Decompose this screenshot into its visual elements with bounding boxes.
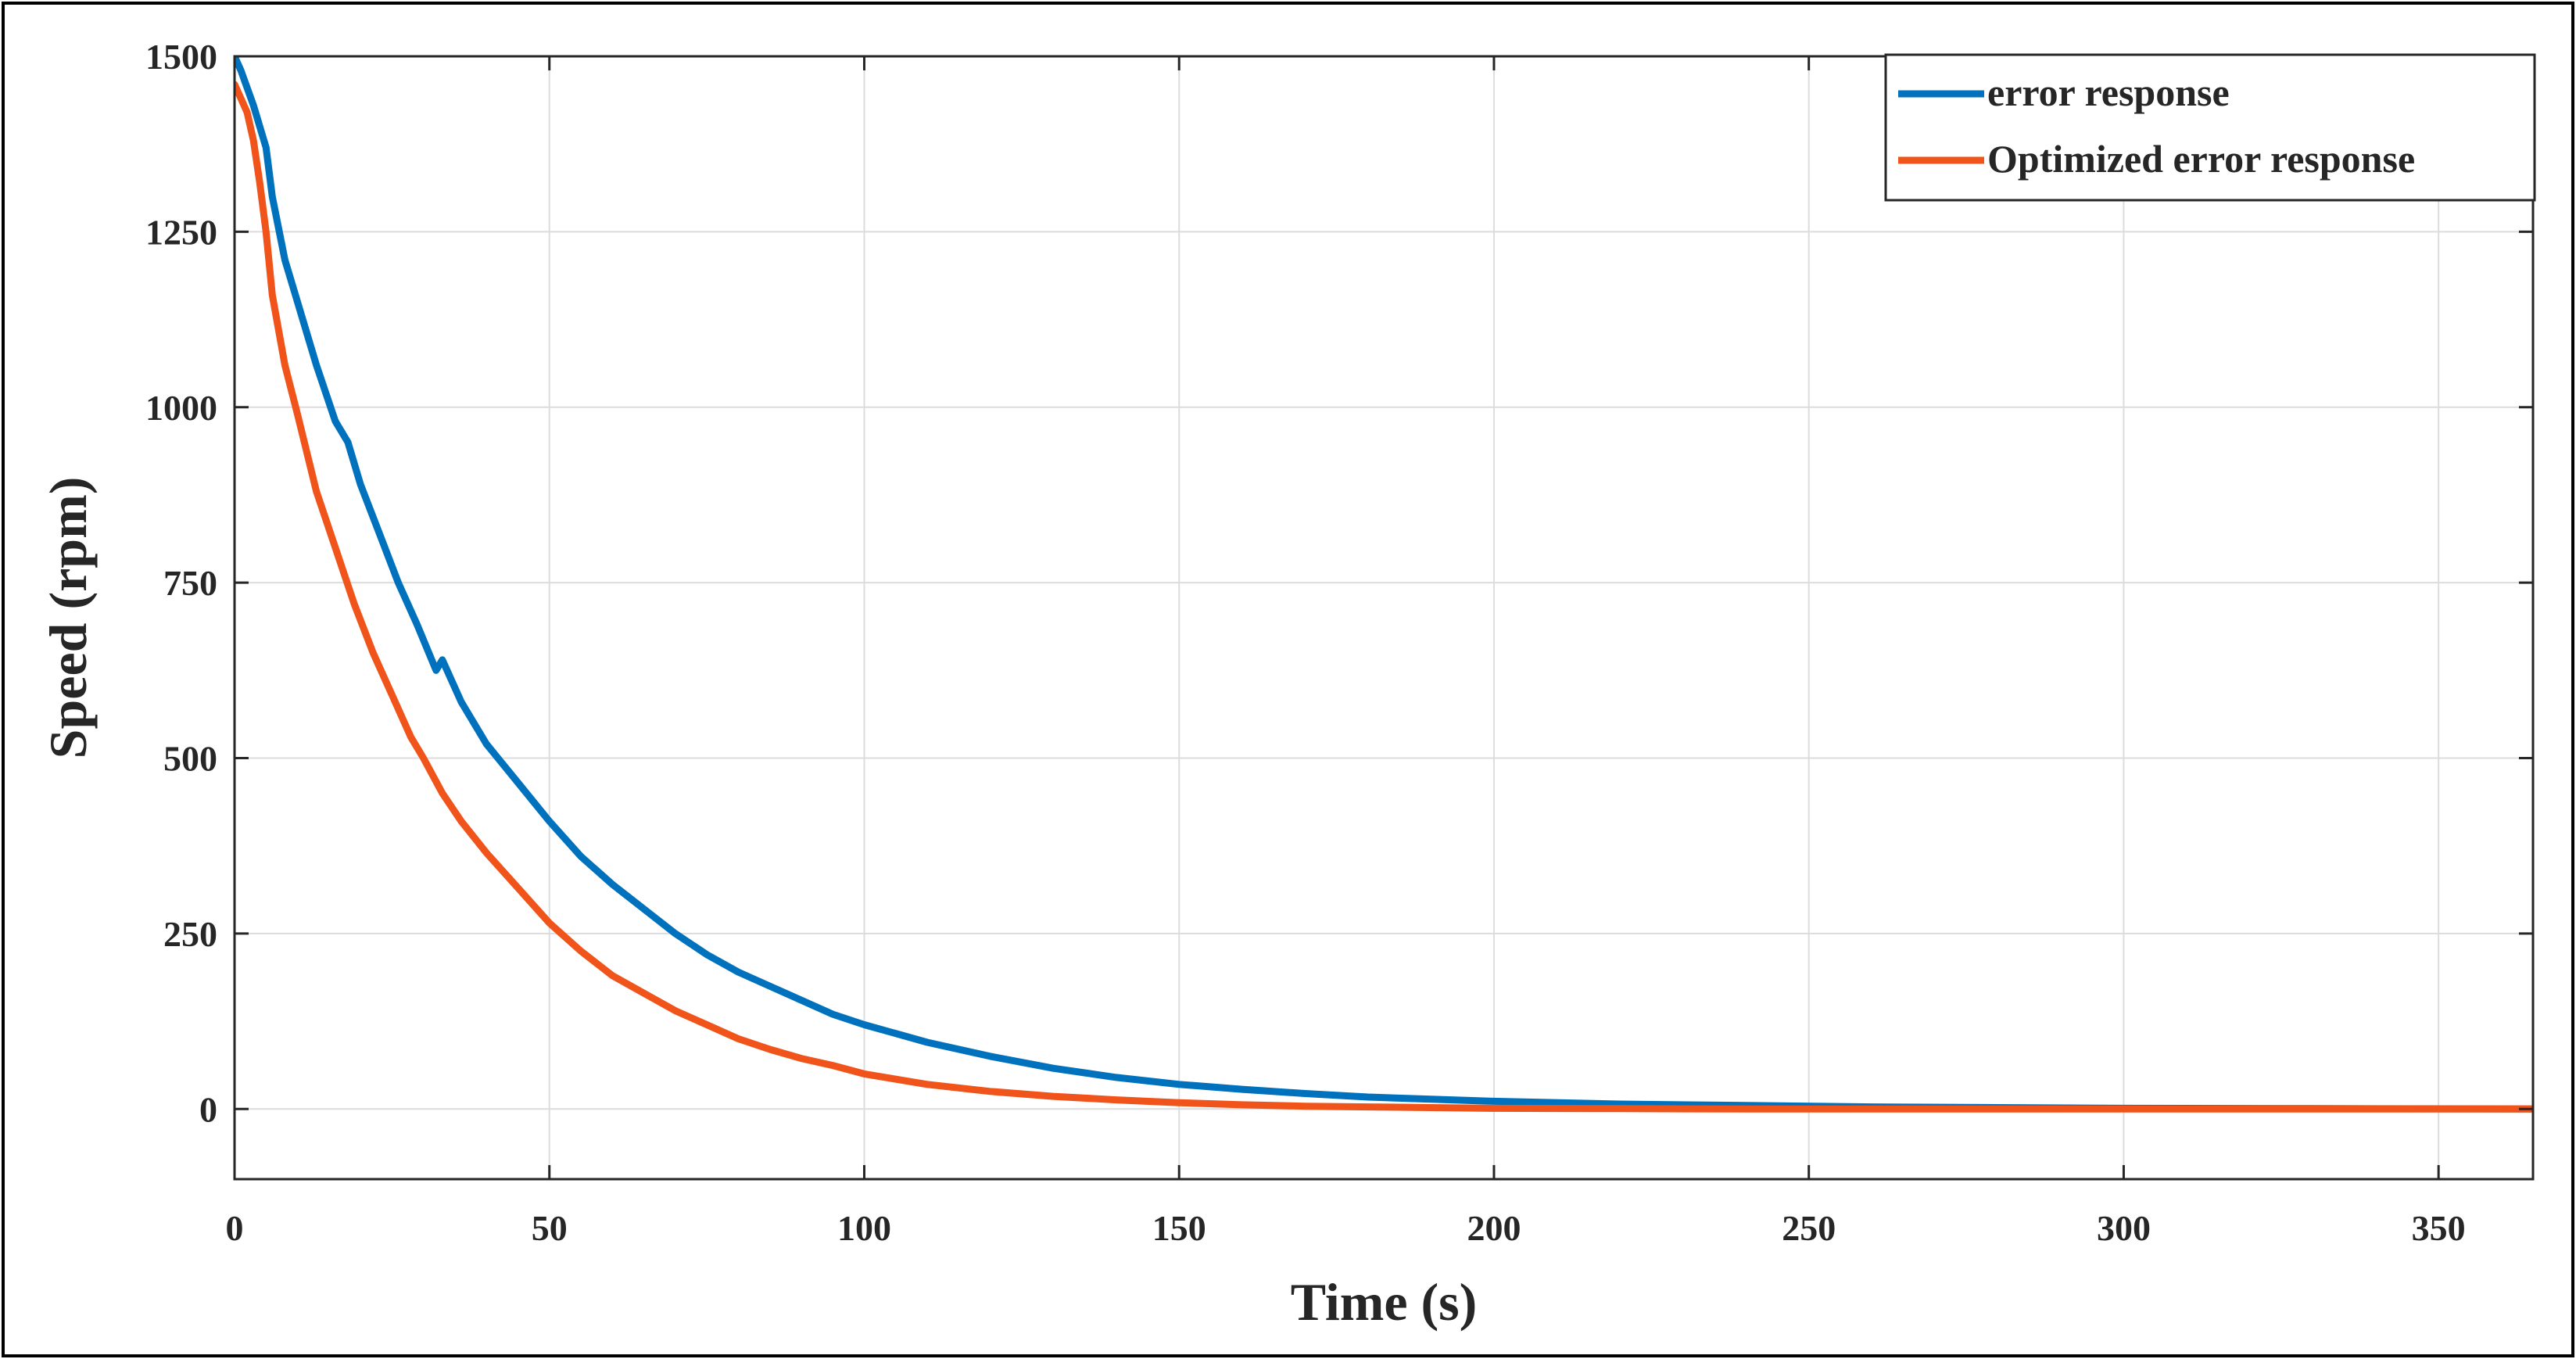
y-tick-label: 1000 — [145, 388, 217, 428]
legend-label-error-response: error response — [1987, 70, 2230, 114]
x-tick-label: 250 — [1782, 1208, 1836, 1248]
legend-label-optimized-error-response: Optimized error response — [1987, 137, 2415, 181]
y-tick-label: 1250 — [145, 212, 217, 252]
x-axis-title: Time (s) — [1291, 1272, 1478, 1332]
x-tick-label: 350 — [2412, 1208, 2466, 1248]
x-tick-label: 0 — [226, 1208, 244, 1248]
x-tick-label: 50 — [532, 1208, 568, 1248]
x-tick-label: 150 — [1152, 1208, 1206, 1248]
x-tick-label: 300 — [2097, 1208, 2151, 1248]
legend: error response Optimized error response — [1884, 53, 2536, 202]
x-tick-label: 200 — [1467, 1208, 1521, 1248]
legend-box — [1884, 53, 2536, 202]
y-tick-label: 750 — [163, 563, 217, 603]
y-tick-label: 500 — [163, 739, 217, 779]
x-tick-label: 100 — [837, 1208, 891, 1248]
axes-box — [233, 55, 2535, 1181]
series-line-error-response — [235, 56, 2533, 1113]
y-axis-title: Speed (rpm) — [38, 477, 98, 759]
ticks: 0 50 100 150 200 250 300 350 0 250 500 750 1000 1250 1… — [145, 37, 2533, 1248]
series-group — [235, 56, 2533, 1113]
plot-area — [235, 56, 2533, 1179]
y-tick-label: 250 — [163, 914, 217, 954]
y-tick-label: 0 — [199, 1089, 217, 1129]
series-line-optimized-error-response — [235, 81, 2533, 1113]
y-tick-label: 1500 — [145, 37, 217, 77]
